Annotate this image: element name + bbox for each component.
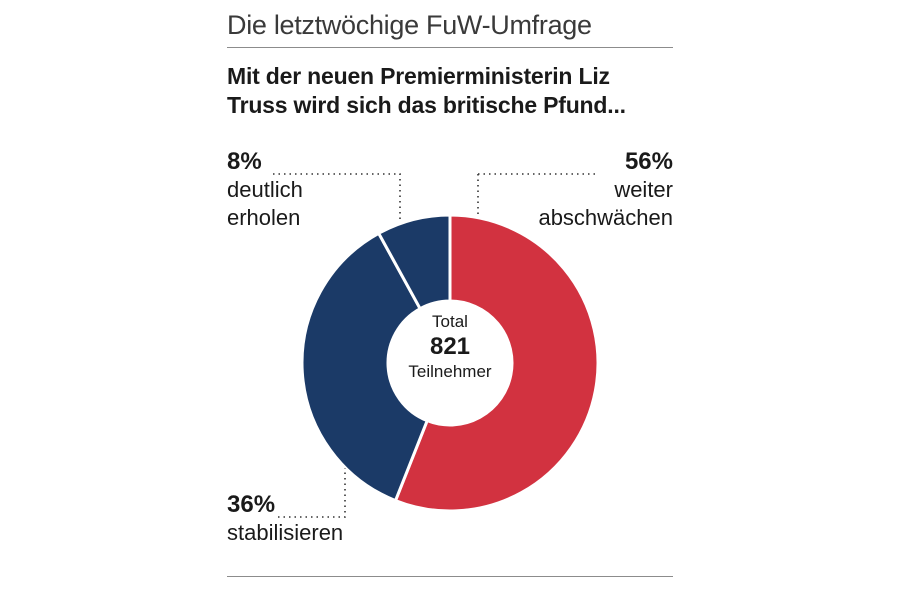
center-total-label: Total bbox=[432, 312, 468, 331]
label-weiter-abschwaechen: 56% weiter abschwächen bbox=[500, 148, 673, 232]
slice-stabilisieren bbox=[300, 231, 430, 503]
text-stabilisieren: stabilisieren bbox=[227, 520, 344, 545]
question-title: Mit der neuen Premierministerin Liz Trus… bbox=[227, 63, 626, 118]
pct-stabilisieren: 36% bbox=[227, 491, 276, 518]
center-unit-label: Teilnehmer bbox=[408, 362, 492, 381]
text-weiter-abschwaechen: weiter abschwächen bbox=[538, 177, 673, 230]
leader-stabilisieren bbox=[278, 468, 346, 518]
pct-deutlich-erholen: 8% bbox=[227, 148, 262, 175]
top-rule bbox=[227, 47, 673, 48]
text-deutlich-erholen: deutlich erholen bbox=[227, 177, 303, 230]
bottom-rule bbox=[227, 576, 673, 577]
chart-header: Die letztwöchige FuW-Umfrage bbox=[227, 6, 673, 46]
label-deutlich-erholen: 8% deutlich erholen bbox=[227, 148, 303, 232]
label-stabilisieren: 36% stabilisieren bbox=[227, 491, 343, 547]
slice-weiter-abschwaechen bbox=[393, 213, 600, 513]
donut-center: Total 821 Teilnehmer bbox=[390, 312, 510, 382]
kicker-title: Die letztwöchige FuW-Umfrage bbox=[227, 10, 592, 40]
leader-deutlich-erholen bbox=[273, 173, 401, 222]
center-count: 821 bbox=[429, 333, 471, 360]
slice-deutlich-erholen bbox=[376, 213, 452, 311]
pct-weiter-abschwaechen: 56% bbox=[624, 148, 673, 175]
leader-weiter-abschwaechen bbox=[477, 173, 598, 214]
